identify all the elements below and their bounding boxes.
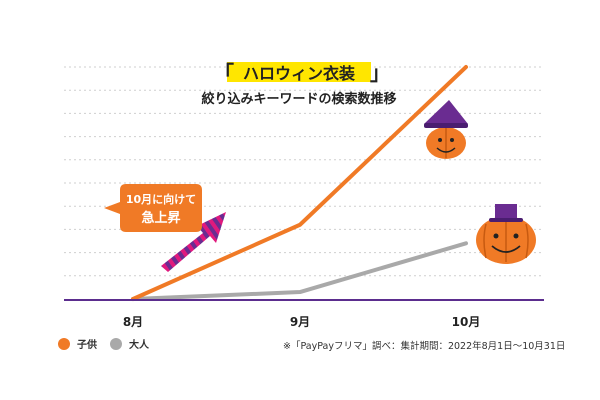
title-bracket-close: 」 <box>370 61 390 85</box>
legend-label-adult: 大人 <box>129 340 149 351</box>
series-line-child <box>131 65 468 301</box>
legend-item-adult: 大人 <box>110 336 149 351</box>
legend-label-child: 子供 <box>77 340 97 351</box>
title-highlight <box>227 62 371 82</box>
x-tick-label: 8月 <box>123 315 143 329</box>
source-note: ※「PayPayフリマ」調べ：集計期間：2022年8月1日〜10月31日 <box>283 341 566 352</box>
chart-subtitle: 絞り込みキーワードの検索数推移 <box>201 91 396 107</box>
tophat-pumpkin-icon <box>476 204 536 264</box>
legend-item-child: 子供 <box>58 336 97 351</box>
annotation-line-2: 急上昇 <box>141 210 180 226</box>
annotation-callout: 10月に向けて 急上昇 <box>104 184 202 232</box>
series-line-adult <box>131 241 468 301</box>
annotation-line-1: 10月に向けて <box>126 192 196 206</box>
witch-pumpkin-icon <box>424 100 468 159</box>
x-tick-label: 9月 <box>290 315 310 329</box>
uptrend-arrow <box>161 212 226 272</box>
chart-title: ハロウィン衣装 <box>243 64 355 83</box>
series-layer <box>131 65 468 301</box>
x-tick-labels: 8月 9月 10月 <box>123 315 481 329</box>
legend-swatch-adult <box>110 337 122 350</box>
title-bracket-open: 「 <box>214 61 234 85</box>
x-tick-label: 10月 <box>452 315 481 329</box>
legend-swatch-child <box>58 337 70 350</box>
